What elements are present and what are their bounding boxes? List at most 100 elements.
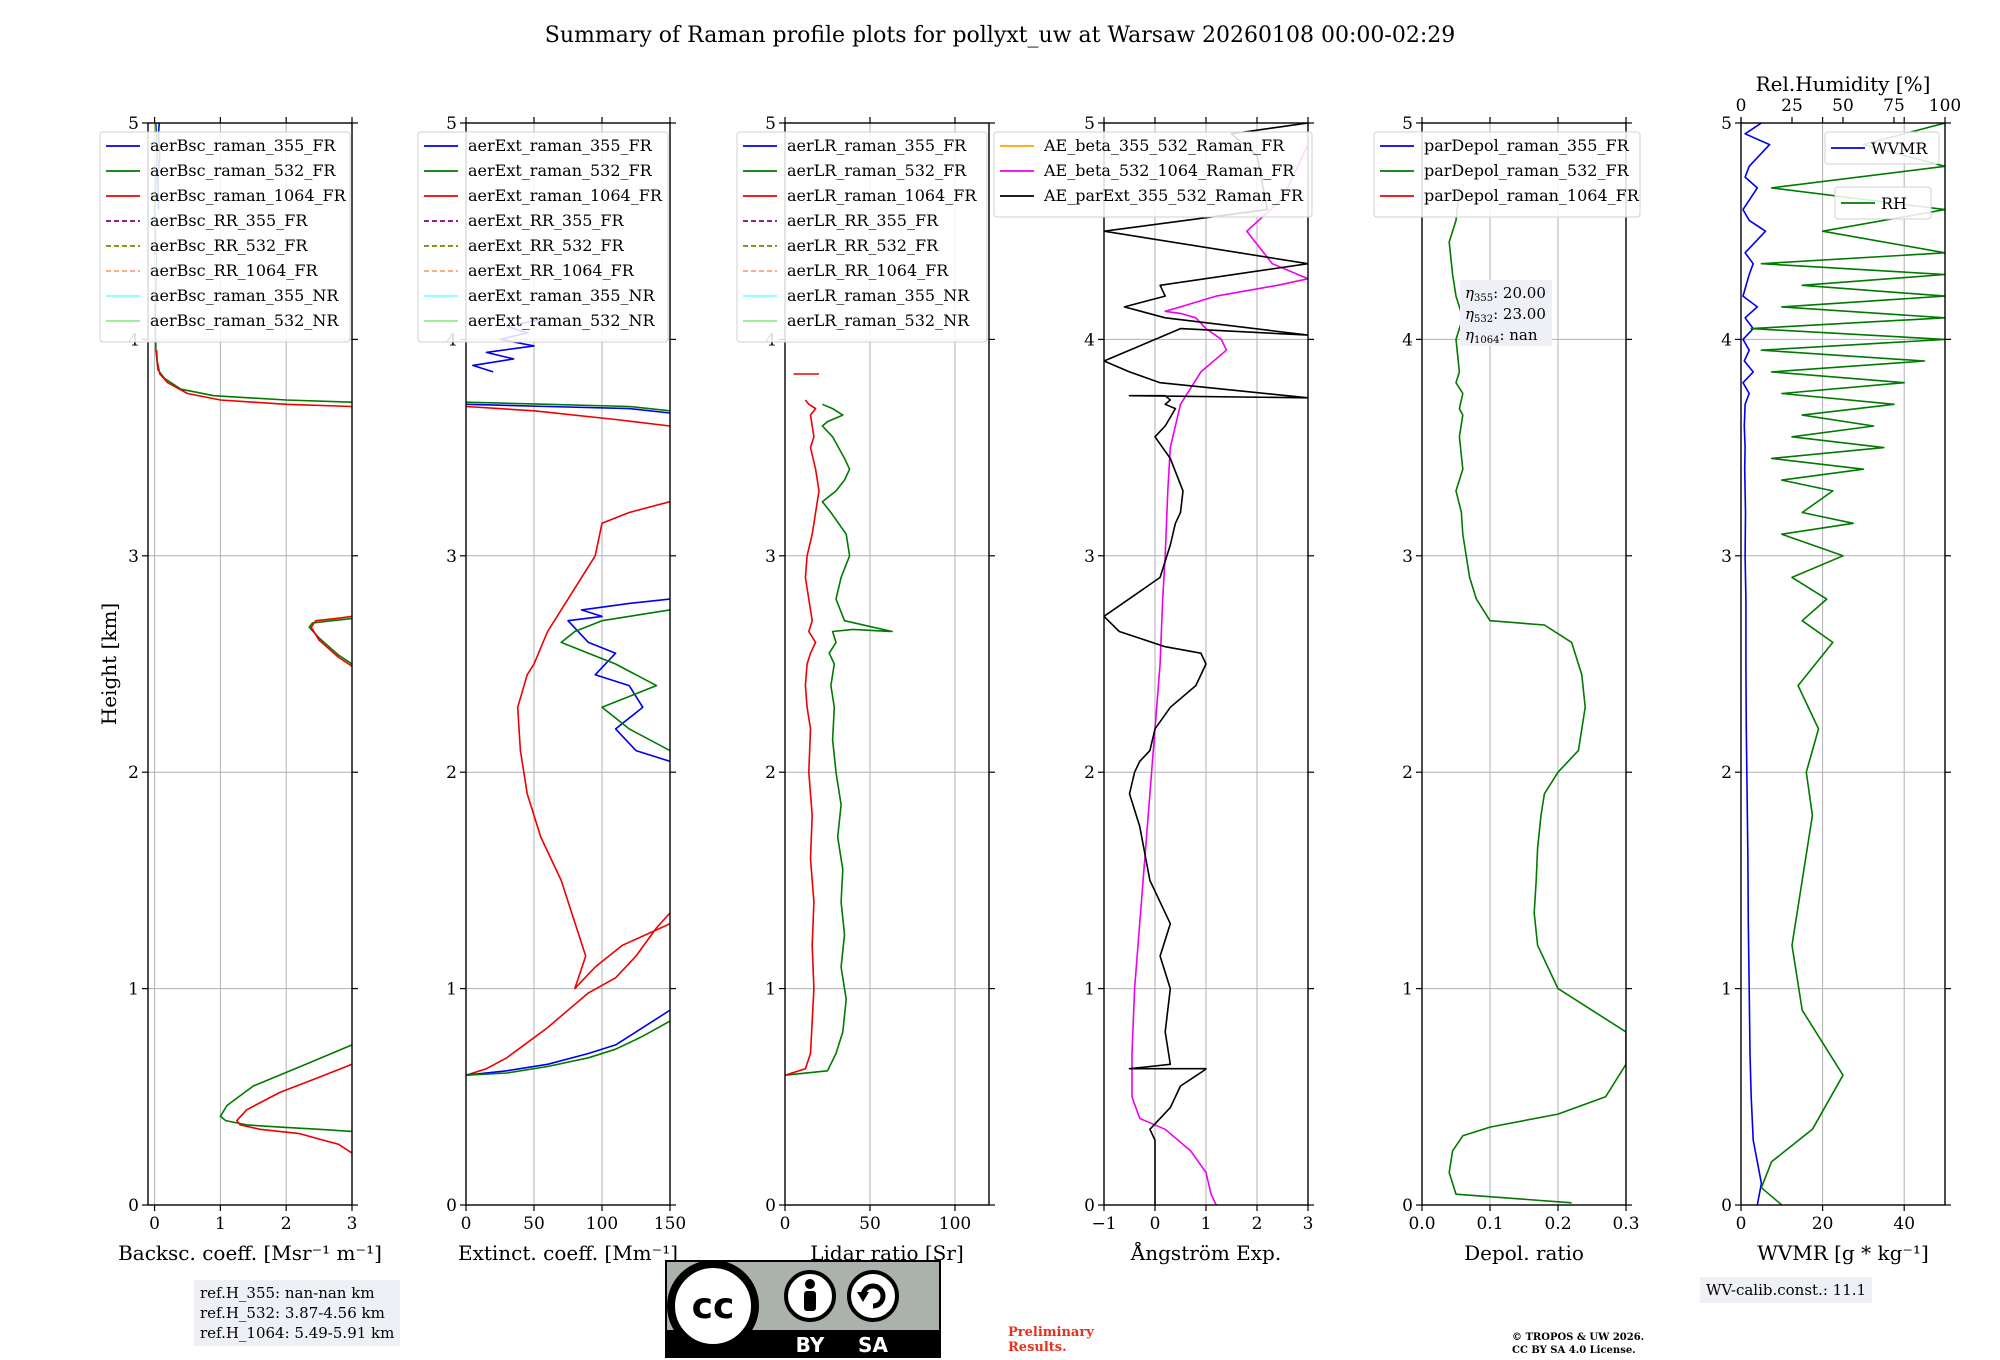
x-tick-label: 0.2 [1544, 1214, 1571, 1234]
x-tick-label: 0 [149, 1214, 160, 1234]
x2-tick-label: 25 [1781, 96, 1803, 116]
series-line-AE_beta_532_1064_Raman_FR [1131, 144, 1308, 1205]
legend: aerExt_raman_355_FR aerExt_raman_532_FRae… [417, 131, 669, 343]
legend-label: aerExt_raman_532_FR [468, 161, 653, 180]
legend: AE_beta_355_532_Raman_FR AE_beta_532_1064… [993, 131, 1313, 218]
series-line-parDepol_raman_532_FR [1448, 187, 1626, 1204]
x-tick-label: 0 [461, 1214, 472, 1234]
series-line-aerExt_raman_355_FR [466, 403, 670, 414]
preliminary-line-1: Preliminary [1008, 1325, 1094, 1340]
x-axis-label: Backsc. coeff. [Msr⁻¹ m⁻¹] [118, 1241, 382, 1265]
y-tick-label: 5 [1084, 114, 1095, 134]
eta-line: η532: 23.00 [1465, 305, 1546, 325]
eta-box [1460, 280, 1552, 346]
legend-label: aerLR_raman_1064_FR [787, 186, 977, 205]
y-tick-label: 1 [765, 980, 776, 1000]
preliminary-line-2: Results. [1008, 1340, 1067, 1355]
axes-frame [147, 122, 353, 1206]
x2-tick-label: 0 [1736, 96, 1747, 116]
y-tick-label: 2 [446, 763, 457, 783]
x-axis-label: Depol. ratio [1464, 1241, 1584, 1265]
legend-label: aerLR_raman_355_FR [787, 136, 967, 155]
x-tick-label: 100 [939, 1214, 971, 1234]
series-line-WVMR [1742, 123, 1771, 1205]
legend-label: parDepol_raman_1064_FR [1424, 186, 1640, 205]
y-tick-label: 3 [1402, 547, 1413, 567]
y-tick-label: 3 [765, 547, 776, 567]
legend-label: parDepol_raman_532_FR [1424, 161, 1630, 180]
x-tick-label: 2 [281, 1214, 292, 1234]
legend: WVMR RH [1824, 131, 1940, 220]
legend-label: aerLR_raman_532_FR [787, 161, 967, 180]
y-tick-label: 4 [1084, 330, 1095, 350]
legend-box-wvmr [1824, 131, 1940, 165]
series-line-aerLR_raman_532_FR [785, 403, 893, 1076]
y-tick-label: 0 [1721, 1196, 1732, 1216]
x-tick-label: 0.3 [1612, 1214, 1639, 1234]
legend-label: AE_beta_532_1064_Raman_FR [1043, 161, 1295, 180]
figure-title: Summary of Raman profile plots for polly… [545, 23, 1455, 48]
series-group [785, 373, 893, 1076]
legend-box [993, 131, 1313, 218]
legend-label: aerExt_RR_532_FR [468, 236, 625, 255]
y-tick-label: 2 [1402, 763, 1413, 783]
x-tick-label: 2 [1252, 1214, 1263, 1234]
x-tick-label: 3 [347, 1214, 358, 1234]
y-tick-label: 2 [765, 763, 776, 783]
panel-3: 012345050100Lidar ratio [Sr]aerLR_raman_… [736, 114, 995, 1265]
axes-frame [465, 122, 671, 1206]
y-tick-label: 0 [446, 1196, 457, 1216]
x2-axis-label: Rel.Humidity [%] [1756, 72, 1931, 96]
series-line-aerBsc_raman_532_FR [219, 1044, 352, 1133]
y-tick-label: 1 [128, 980, 139, 1000]
x2-tick-label: 75 [1883, 96, 1905, 116]
y-tick-label: 4 [1721, 330, 1732, 350]
series-line-aerExt_raman_355_FR [466, 1009, 670, 1076]
y-tick-label: 5 [1721, 114, 1732, 134]
x-tick-label: 1 [215, 1214, 226, 1234]
series-group [466, 317, 670, 1076]
panel-1: 0123450123Backsc. coeff. [Msr⁻¹ m⁻¹]Heig… [97, 114, 382, 1265]
y-tick-label: 0 [765, 1196, 776, 1216]
x-tick-label: 0 [780, 1214, 791, 1234]
cc-circle-icon [667, 1260, 759, 1352]
x-axis-label: Ångström Exp. [1130, 1240, 1281, 1265]
series-line-aerBsc_raman_532_FR [308, 617, 352, 665]
legend-label: aerBsc_RR_1064_FR [150, 261, 319, 280]
ref-height-1064: ref.H_1064: 5.49-5.91 km [200, 1324, 395, 1342]
x-tick-label: 50 [523, 1214, 545, 1234]
series-group [1448, 187, 1626, 1204]
y-tick-label: 4 [1402, 330, 1413, 350]
by-label: BY [796, 1333, 825, 1357]
legend-label: aerExt_raman_532_NR [468, 311, 656, 330]
reference-height-box: ref.H_355: nan-nan km ref.H_532: 3.87-4.… [194, 1280, 401, 1346]
legend-label: WVMR [1871, 139, 1928, 158]
y-tick-label: 1 [1402, 980, 1413, 1000]
legend-label: parDepol_raman_355_FR [1424, 136, 1630, 155]
legend-label: aerLR_raman_532_NR [787, 311, 970, 330]
y-tick-label: 1 [1721, 980, 1732, 1000]
series-line-aerBsc_raman_1064_FR [310, 615, 352, 667]
y-tick-label: 3 [128, 547, 139, 567]
legend-box [736, 131, 988, 343]
x-tick-label: 0.1 [1476, 1214, 1503, 1234]
legend-label: aerExt_raman_1064_FR [468, 186, 663, 205]
legend-label: aerBsc_raman_532_NR [150, 311, 339, 330]
eta-line: η355: 20.00 [1465, 284, 1546, 304]
y-tick-label: 5 [1402, 114, 1413, 134]
legend-label: aerExt_raman_355_NR [468, 286, 656, 305]
cc-logo-text: cc [692, 1286, 735, 1327]
legend-label: aerBsc_RR_532_FR [150, 236, 308, 255]
sa-label: SA [858, 1333, 888, 1357]
ref-height-532: ref.H_532: 3.87-4.56 km [200, 1304, 385, 1322]
x-tick-label: −1 [1091, 1214, 1116, 1234]
legend-label: aerLR_raman_355_NR [787, 286, 970, 305]
y-tick-label: 3 [1084, 547, 1095, 567]
copyright-note: © TROPOS & UW 2026. CC BY SA 4.0 License… [1512, 1331, 1644, 1357]
copyright-line-2: CC BY SA 4.0 License. [1512, 1345, 1636, 1356]
axes-frame [1740, 122, 1946, 1206]
copyright-line-1: © TROPOS & UW 2026. [1512, 1332, 1645, 1343]
y-tick-label: 0 [128, 1196, 139, 1216]
legend-label: aerBsc_raman_532_FR [150, 161, 336, 180]
